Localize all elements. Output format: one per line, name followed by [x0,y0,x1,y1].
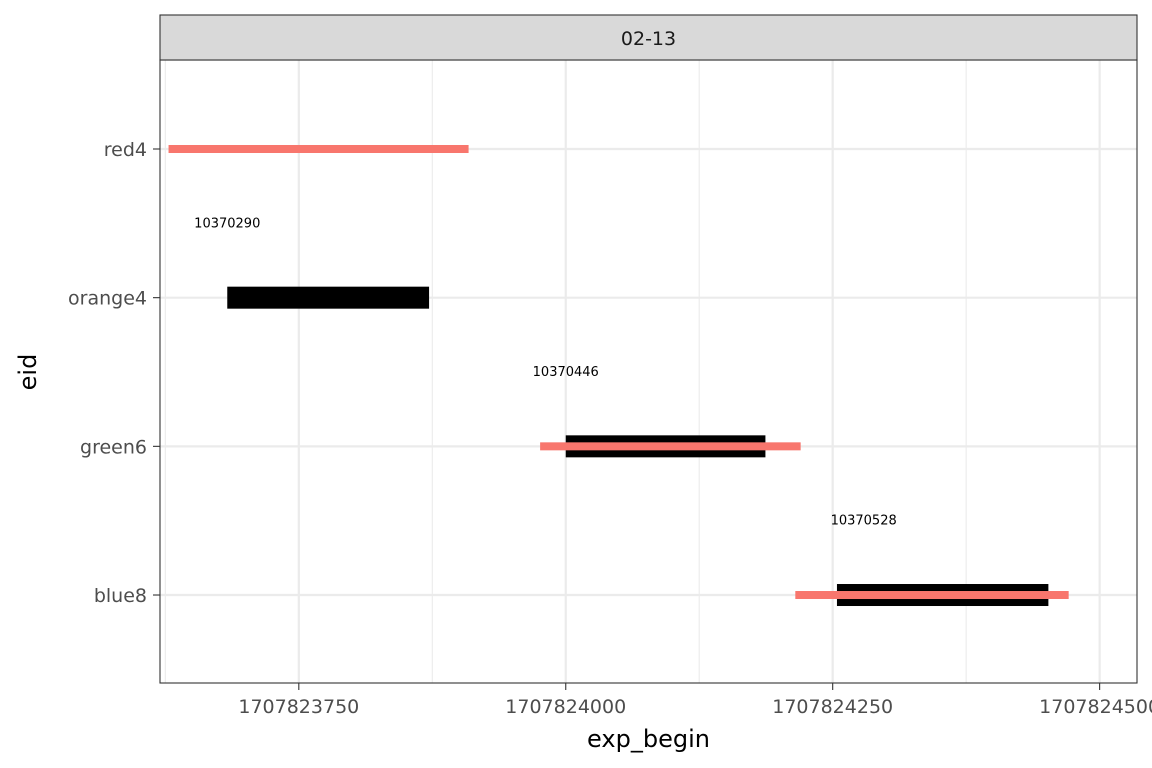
annotation-label: 10370528 [831,514,897,529]
segment-red4-red [168,145,469,153]
y-axis-title: eid [14,354,42,391]
plot-panel [160,60,1137,683]
x-tick-label: 1707824000 [505,696,626,718]
segment-orange4-black [227,286,430,309]
y-tick-label: orange4 [68,288,147,310]
annotation-label: 10370446 [533,365,599,380]
grid-minor [164,60,967,683]
y-tick-label: blue8 [94,585,147,607]
segment-green6-red [540,442,801,451]
x-axis: 1707823750 1707824000 1707824250 1707824500 [238,683,1152,718]
facet-strip-background [159,14,1138,61]
series-red [168,145,1069,600]
y-tick-label: red4 [104,139,147,161]
segment-blue8-red [795,591,1069,600]
facet-strip: 02-13 [159,14,1138,61]
x-axis-title: exp_begin [587,725,710,753]
annotations: 10370290 10370446 10370528 [194,216,897,528]
x-tick-label: 1707824500 [1039,696,1152,718]
y-tick-label: green6 [80,436,147,458]
facet-label: 02-13 [621,28,676,50]
y-axis: red4 orange4 green6 blue8 [68,139,160,607]
panel-background [160,60,1137,683]
x-tick-label: 1707824250 [772,696,893,718]
annotation-label: 10370290 [194,216,260,231]
x-tick-label: 1707823750 [238,696,359,718]
